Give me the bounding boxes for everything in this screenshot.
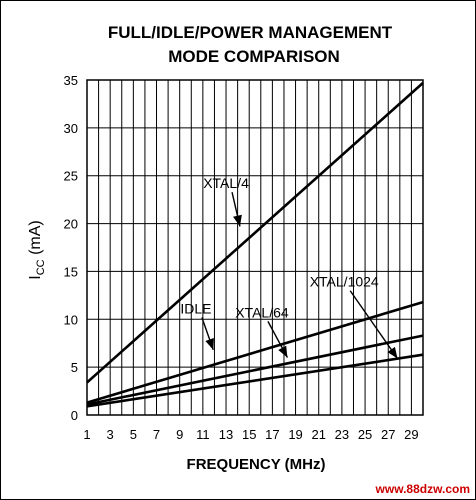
x-tick-label: 27 bbox=[381, 427, 395, 442]
x-tick-label: 5 bbox=[130, 427, 137, 442]
y-tick-label: 30 bbox=[64, 121, 78, 136]
series-line-idle bbox=[86, 300, 424, 404]
y-tick-label: 35 bbox=[64, 73, 78, 88]
x-tick-label: 9 bbox=[176, 427, 183, 442]
x-tick-label: 13 bbox=[219, 427, 233, 442]
y-tick-labels: 0 5 10 15 20 25 30 35 bbox=[64, 73, 78, 423]
annotations: XTAL/4 IDLE XTAL/64 XTAL/1024 bbox=[180, 175, 399, 359]
y-tick-label: 5 bbox=[71, 360, 78, 375]
y-axis-label-unit: (mA) bbox=[27, 220, 44, 259]
x-tick-label: 1 bbox=[83, 427, 90, 442]
series-line-xtal-1024 bbox=[86, 353, 424, 408]
x-tick-label: 23 bbox=[335, 427, 349, 442]
annotation-arrowhead-xtal-1024 bbox=[387, 346, 398, 359]
y-axis-label-sub: CC bbox=[35, 259, 47, 275]
x-tick-label: 7 bbox=[153, 427, 160, 442]
series-line-xtal-64 bbox=[86, 334, 424, 406]
x-tick-label: 17 bbox=[265, 427, 279, 442]
annotation-xtal-1024: XTAL/1024 bbox=[310, 274, 379, 290]
y-axis-label-main: I bbox=[27, 275, 44, 279]
series-lines bbox=[86, 81, 424, 408]
grid bbox=[86, 79, 424, 416]
x-tick-label: 21 bbox=[311, 427, 325, 442]
y-tick-label: 25 bbox=[64, 169, 78, 184]
annotation-arrowhead-xtal-4 bbox=[233, 214, 242, 227]
annotation-xtal-4: XTAL/4 bbox=[203, 175, 249, 191]
x-tick-label: 19 bbox=[288, 427, 302, 442]
annotation-arrowhead-xtal-64 bbox=[278, 345, 288, 358]
x-tick-label: 25 bbox=[358, 427, 372, 442]
x-axis-label: FREQUENCY (MHz) bbox=[187, 456, 326, 473]
annotation-xtal-64: XTAL/64 bbox=[235, 304, 289, 320]
x-tick-label: 11 bbox=[196, 427, 210, 442]
annotation-arrow-xtal-1024 bbox=[349, 290, 399, 359]
annotation-arrowhead-idle bbox=[205, 338, 214, 350]
chart-title-line2: MODE COMPARISON bbox=[168, 47, 340, 66]
x-tick-label: 29 bbox=[404, 427, 418, 442]
y-tick-label: 15 bbox=[64, 264, 78, 279]
x-tick-label: 15 bbox=[242, 427, 256, 442]
y-tick-label: 10 bbox=[64, 312, 78, 327]
plot-border bbox=[86, 79, 424, 416]
chart-title-line1: FULL/IDLE/POWER MANAGEMENT bbox=[108, 23, 393, 42]
watermark-text: www.88dzw.com bbox=[375, 482, 470, 496]
x-tick-label: 3 bbox=[107, 427, 114, 442]
y-tick-label: 20 bbox=[64, 217, 78, 232]
annotation-idle: IDLE bbox=[180, 301, 211, 317]
y-axis-label: ICC (mA) bbox=[27, 220, 47, 279]
x-tick-labels: 1 3 5 7 9 11 13 15 17 19 21 23 25 27 29 bbox=[83, 427, 418, 442]
y-tick-label: 0 bbox=[71, 408, 78, 423]
series-line-xtal-4 bbox=[86, 81, 424, 384]
